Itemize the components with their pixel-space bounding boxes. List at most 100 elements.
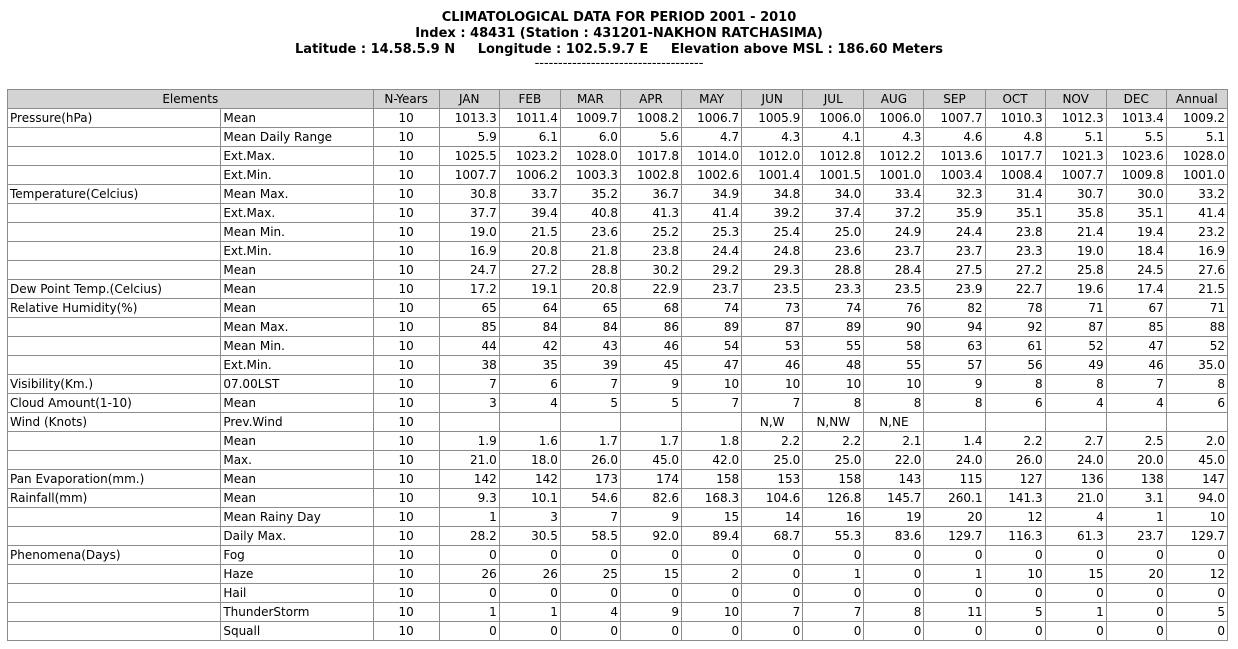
month-value-cell: 35 xyxy=(498,355,561,375)
element-group-label: Cloud Amount(1-10) xyxy=(6,393,222,413)
month-value-cell: 8 xyxy=(863,602,925,622)
annual-value-cell: 10 xyxy=(1165,507,1229,527)
month-value-cell: 24.4 xyxy=(923,222,986,242)
n-years-cell: 10 xyxy=(372,336,440,356)
month-value-cell: 0 xyxy=(498,545,561,565)
month-value-cell: 0 xyxy=(1044,545,1107,565)
table-row: ThunderStorm 10 1 1 4 9 10 7 7 8 11 5 1 0 5 xyxy=(6,602,1229,622)
month-value-cell: 0 xyxy=(619,545,683,565)
report-title: CLIMATOLOGICAL DATA FOR PERIOD 2001 - 20… xyxy=(441,10,797,25)
month-value-cell: 0 xyxy=(984,621,1046,641)
month-value-cell: 47 xyxy=(681,355,743,375)
month-value-cell: 0 xyxy=(1105,545,1167,565)
month-value-cell: 21.5 xyxy=(498,222,561,242)
header-divider: ------------------------------------ xyxy=(534,56,704,71)
month-value-cell: 76 xyxy=(863,298,925,318)
month-value-cell: 142 xyxy=(438,469,500,489)
element-group-label xyxy=(6,431,222,451)
month-value-cell: 42.0 xyxy=(681,450,743,470)
month-value-cell: 86 xyxy=(619,317,683,337)
month-value-cell: 5 xyxy=(984,602,1046,622)
month-value-cell: 74 xyxy=(681,298,743,318)
month-value-cell: 31.4 xyxy=(984,184,1046,204)
month-value-cell: 23.7 xyxy=(681,279,743,299)
element-group-label: Rainfall(mm) xyxy=(6,488,222,508)
month-value-cell: 43 xyxy=(559,336,621,356)
month-value-cell: 0 xyxy=(1105,621,1167,641)
annual-value-cell: 94.0 xyxy=(1165,488,1229,508)
n-years-cell: 10 xyxy=(372,165,440,185)
month-value-cell: 127 xyxy=(984,469,1046,489)
month-value-cell: 1005.9 xyxy=(741,108,804,128)
month-value-cell: 1 xyxy=(802,564,865,584)
month-value-cell: 1008.4 xyxy=(984,165,1046,185)
month-value-cell: 3.1 xyxy=(1105,488,1167,508)
month-value-cell: 83.6 xyxy=(863,526,925,546)
month-value-cell: 37.4 xyxy=(802,203,865,223)
month-value-cell: 0 xyxy=(498,621,561,641)
month-value-cell: 145.7 xyxy=(863,488,925,508)
month-value-cell: 1.8 xyxy=(681,431,743,451)
month-value-cell: 0 xyxy=(1044,583,1107,603)
n-years-cell: 10 xyxy=(372,127,440,147)
month-value-cell: 1001.4 xyxy=(741,165,804,185)
element-group-label: Wind (Knots) xyxy=(6,412,222,432)
table-row: Visibility(Km.) 07.00LST 10 7 6 7 9 10 10 10 10 9 8 8… xyxy=(6,374,1229,394)
statistic-label: Mean xyxy=(220,260,374,280)
month-value-cell: 168.3 xyxy=(681,488,743,508)
element-group-label xyxy=(6,203,222,223)
annual-value-cell: 35.0 xyxy=(1165,355,1229,375)
month-value-cell: 3 xyxy=(438,393,500,413)
month-value-cell: 0 xyxy=(741,583,804,603)
month-value-cell: 1.7 xyxy=(559,431,621,451)
table-row: Phenomena(Days) Fog 10 0 0 0 0 0 0 0 0 0 0 0 0 0 xyxy=(6,545,1229,565)
month-value-cell: 4.3 xyxy=(741,127,804,147)
climate-data-table: Elements N-Years JAN FEB MAR APR MAY JUN… xyxy=(6,89,1229,641)
month-value-cell: 7 xyxy=(741,393,804,413)
month-value-cell: 61.3 xyxy=(1044,526,1107,546)
month-value-cell: 16 xyxy=(802,507,865,527)
table-row: Haze 10 26 26 25 15 2 0 1 0 1 10 15 20 12 xyxy=(6,564,1229,584)
month-value-cell: 1.4 xyxy=(923,431,986,451)
annual-value-cell: 71 xyxy=(1165,298,1229,318)
month-value-cell: 21.4 xyxy=(1044,222,1107,242)
month-value-cell: 2.2 xyxy=(741,431,804,451)
month-value-cell: 15 xyxy=(1044,564,1107,584)
month-value-cell: 8 xyxy=(802,393,865,413)
month-value-cell: 17.4 xyxy=(1105,279,1167,299)
month-value-cell: 10 xyxy=(984,564,1046,584)
month-value-cell: 1.7 xyxy=(619,431,683,451)
column-header-dec: DEC xyxy=(1105,89,1167,109)
month-value-cell: 46 xyxy=(1105,355,1167,375)
month-value-cell: 173 xyxy=(559,469,621,489)
month-value-cell: 7 xyxy=(802,602,865,622)
column-header-nov: NOV xyxy=(1044,89,1107,109)
element-group-label xyxy=(6,165,222,185)
month-value-cell: 0 xyxy=(1044,621,1107,641)
month-value-cell: 15 xyxy=(681,507,743,527)
month-value-cell: 1021.3 xyxy=(1044,146,1107,166)
annual-value-cell: 27.6 xyxy=(1165,260,1229,280)
month-value-cell: 2 xyxy=(681,564,743,584)
statistic-label: 07.00LST xyxy=(220,374,374,394)
annual-value-cell: 5 xyxy=(1165,602,1229,622)
n-years-cell: 10 xyxy=(372,393,440,413)
month-value-cell: 1025.5 xyxy=(438,146,500,166)
element-group-label xyxy=(6,564,222,584)
statistic-label: Ext.Min. xyxy=(220,355,374,375)
n-years-cell: 10 xyxy=(372,279,440,299)
month-value-cell: 5.6 xyxy=(619,127,683,147)
month-value-cell: 73 xyxy=(741,298,804,318)
statistic-label: Ext.Max. xyxy=(220,203,374,223)
month-value-cell: 85 xyxy=(1105,317,1167,337)
element-group-label xyxy=(6,355,222,375)
annual-value-cell: 52 xyxy=(1165,336,1229,356)
element-group-label: Temperature(Celcius) xyxy=(6,184,222,204)
month-value-cell: 82.6 xyxy=(619,488,683,508)
table-row: Ext.Min. 10 16.9 20.8 21.8 23.8 24.4 24.8 23.6 23… xyxy=(6,241,1229,261)
month-value-cell: 42 xyxy=(498,336,561,356)
month-value-cell: 25.4 xyxy=(741,222,804,242)
month-value-cell: 23.5 xyxy=(863,279,925,299)
annual-value-cell: 6 xyxy=(1165,393,1229,413)
month-value-cell: 4 xyxy=(559,602,621,622)
